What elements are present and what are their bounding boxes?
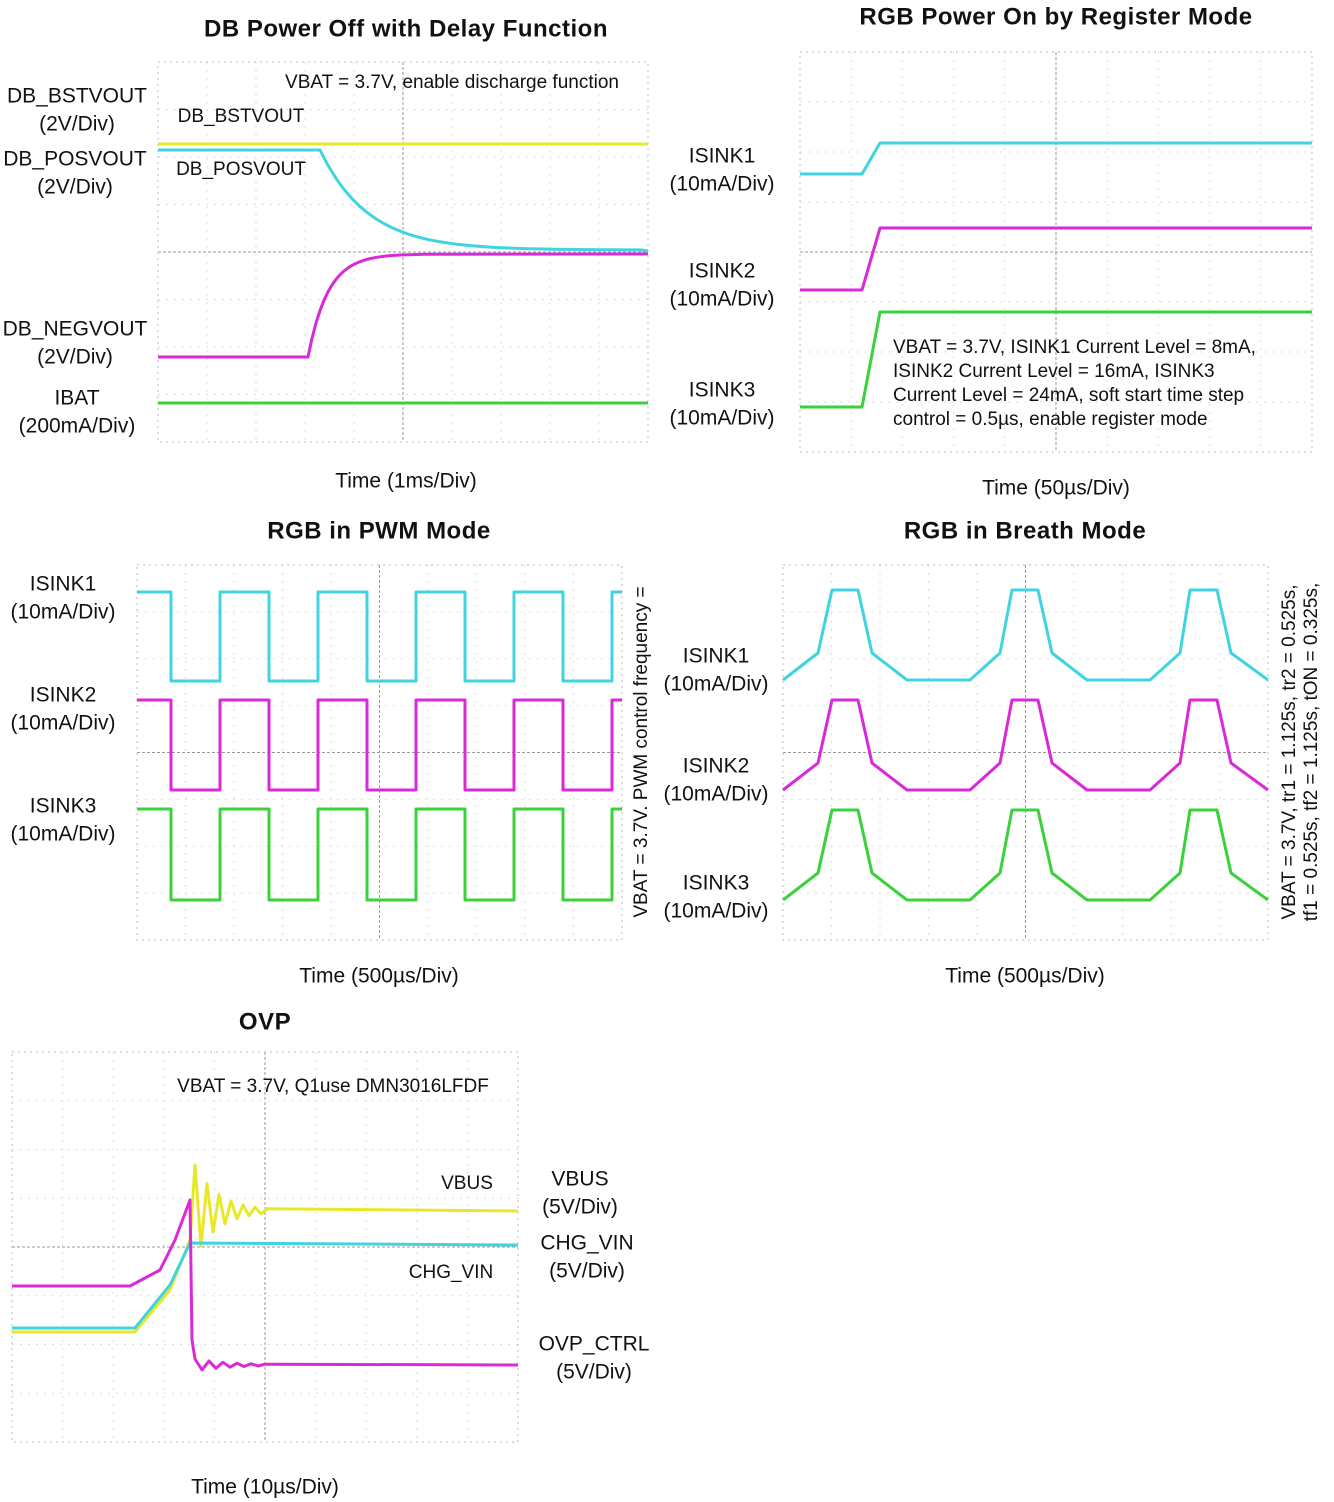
label: ISINK1 (689, 145, 756, 168)
label: (10mA/Div) (663, 783, 768, 806)
note: control = 0.5µs, enable register mode (893, 409, 1208, 430)
label: DB_BSTVOUT (7, 85, 147, 108)
note: VBAT = 3.7V, Q1use DMN3016LFDF (177, 1076, 489, 1097)
label: IBAT (54, 387, 99, 410)
label: Time (500µs/Div) (299, 965, 459, 988)
note: VBAT = 3.7V. PWM control frequency = (631, 586, 652, 917)
note: Current Level = 24mA, soft start time st… (893, 385, 1244, 406)
note: DB_BSTVOUT (178, 106, 305, 127)
note: tf1 = 0.525s, tf2 = 1.125s, tON = 0.325s… (1301, 583, 1322, 922)
label: ISINK2 (689, 260, 756, 283)
label: (10mA/Div) (10, 601, 115, 624)
label: (10mA/Div) (669, 407, 774, 430)
label: (10mA/Div) (663, 673, 768, 696)
page: DB Power Off with Delay Function Time (1m… (0, 0, 1334, 1502)
label: (2V/Div) (39, 113, 115, 136)
label: ISINK3 (683, 872, 750, 895)
title: OVP (239, 1008, 291, 1035)
label: (2V/Div) (37, 346, 113, 369)
title: DB Power Off with Delay Function (204, 15, 608, 42)
label: (5V/Div) (542, 1196, 618, 1219)
title: RGB Power On by Register Mode (859, 3, 1252, 30)
note: DB_POSVOUT (176, 159, 306, 180)
label: (2V/Div) (37, 176, 113, 199)
label: ISINK1 (683, 645, 750, 668)
title: RGB in PWM Mode (267, 517, 490, 544)
label: DB_NEGVOUT (3, 318, 148, 341)
label: (5V/Div) (556, 1361, 632, 1384)
label: Time (50µs/Div) (982, 477, 1130, 500)
note: VBAT = 3.7V, ISINK1 Current Level = 8mA, (893, 337, 1256, 358)
label: CHG_VIN (540, 1232, 633, 1255)
label: (10mA/Div) (10, 823, 115, 846)
note: ISINK2 Current Level = 16mA, ISINK3 (893, 361, 1215, 382)
label: DB_POSVOUT (3, 148, 147, 171)
title: RGB in Breath Mode (904, 517, 1146, 544)
label: ISINK2 (30, 684, 97, 707)
note: CHG_VIN (409, 1262, 493, 1283)
label: (10mA/Div) (10, 712, 115, 735)
label: ISINK2 (683, 755, 750, 778)
label: Time (500µs/Div) (945, 965, 1105, 988)
label: ISINK3 (30, 795, 97, 818)
label: (10mA/Div) (669, 173, 774, 196)
label: (10mA/Div) (669, 288, 774, 311)
note: VBUS (441, 1173, 493, 1194)
label: VBUS (551, 1168, 608, 1191)
note: VBAT = 3.7V, tr1 = 1.125s, tr2 = 0.525s, (1279, 584, 1300, 919)
label: ISINK1 (30, 573, 97, 596)
note: VBAT = 3.7V, enable discharge function (285, 72, 619, 93)
label: Time (10µs/Div) (191, 1476, 339, 1499)
label: Time (1ms/Div) (335, 470, 477, 493)
label: (5V/Div) (549, 1260, 625, 1283)
label: OVP_CTRL (539, 1333, 650, 1356)
label: ISINK3 (689, 379, 756, 402)
label: (10mA/Div) (663, 900, 768, 923)
label: (200mA/Div) (19, 415, 136, 438)
